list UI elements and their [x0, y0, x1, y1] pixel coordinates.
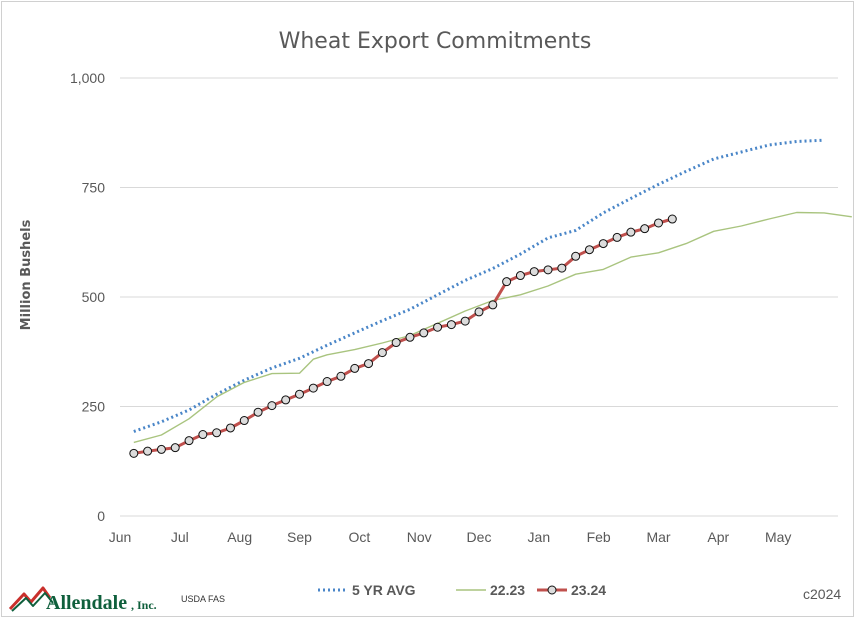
data-point-23-24: [336, 371, 346, 381]
x-tick-label-nov: Nov: [407, 529, 432, 545]
data-point-23-24: [225, 423, 235, 433]
data-point-23-24: [557, 263, 567, 273]
data-point-23-24: [488, 300, 498, 310]
legend-item-5yr-avg[interactable]: 5 YR AVG: [318, 582, 416, 598]
data-point-23-24: [391, 338, 401, 348]
data-point-23-24: [281, 395, 291, 405]
logo-suffix: , Inc.: [131, 598, 157, 612]
data-point-23-24: [156, 444, 166, 454]
data-point-23-24: [446, 320, 456, 330]
y-tick-labels: 0 250 500 750 1,000: [70, 70, 105, 524]
y-tick-label: 500: [82, 289, 106, 305]
data-point-23-24: [502, 277, 512, 287]
x-tick-label-apr: Apr: [707, 529, 729, 545]
data-point-23-24: [460, 316, 470, 326]
data-point-23-24: [129, 448, 139, 458]
chart-title: Wheat Export Commitments: [279, 29, 592, 54]
data-point-23-24: [598, 239, 608, 249]
y-tick-label: 0: [97, 508, 105, 524]
data-point-23-24: [198, 430, 208, 440]
data-point-23-24: [543, 265, 553, 275]
data-point-23-24: [143, 446, 153, 456]
x-tick-label-oct: Oct: [348, 529, 370, 545]
series-line-5-yr-avg: [133, 138, 825, 433]
x-tick-label-dec: Dec: [467, 529, 492, 545]
data-point-23-24: [419, 328, 429, 338]
data-point-23-24: [184, 436, 194, 446]
x-tick-labels: Jun Jul Aug Sep Oct Nov Dec Jan Feb Mar Apr May: [109, 529, 792, 545]
data-point-23-24: [253, 407, 263, 417]
legend-label-23-24: 23.24: [571, 582, 606, 598]
y-axis-label: Million Bushels: [19, 219, 34, 330]
data-point-23-24: [571, 251, 581, 261]
data-point-23-24: [364, 359, 374, 369]
y-tick-label: 1,000: [70, 70, 105, 86]
data-point-23-24: [667, 214, 677, 224]
legend-label-5yr-avg: 5 YR AVG: [352, 582, 416, 598]
data-point-23-24: [433, 322, 443, 332]
data-point-23-24: [612, 232, 622, 242]
x-tick-label-feb: Feb: [587, 529, 611, 545]
x-tick-label-sep: Sep: [287, 529, 312, 545]
data-point-23-24: [529, 267, 539, 277]
legend-label-22-23: 22.23: [490, 582, 525, 598]
data-point-23-24: [474, 307, 484, 317]
y-tick-label: 250: [82, 399, 106, 415]
data-point-23-24: [405, 332, 415, 342]
x-tick-label-jun: Jun: [109, 529, 132, 545]
legend-item-23-24[interactable]: 23.24: [537, 582, 606, 598]
source-label: USDA FAS: [181, 594, 225, 604]
x-tick-label-jan: Jan: [528, 529, 551, 545]
data-point-23-24: [350, 363, 360, 373]
legend-marker-23-24: [547, 585, 557, 595]
data-point-23-24: [322, 377, 332, 387]
x-tick-label-may: May: [765, 529, 791, 545]
y-tick-label: 750: [82, 180, 106, 196]
data-point-23-24: [377, 348, 387, 358]
x-tick-label-jul: Jul: [171, 529, 189, 545]
x-tick-label-mar: Mar: [646, 529, 670, 545]
data-point-23-24: [626, 227, 636, 237]
legend-item-22-23[interactable]: 22.23: [456, 582, 525, 598]
data-point-23-24: [239, 416, 249, 426]
data-point-23-24: [170, 443, 180, 453]
data-point-23-24: [212, 428, 222, 438]
x-tick-label-aug: Aug: [227, 529, 252, 545]
gridlines: [120, 77, 838, 517]
logo-wordmark: Allendale: [46, 592, 127, 614]
data-point-23-24: [515, 271, 525, 281]
data-point-23-24: [640, 224, 650, 234]
data-point-23-24: [267, 401, 277, 411]
series-line-22-23: [133, 211, 852, 444]
allendale-logo: Allendale , Inc.: [8, 586, 157, 614]
legend: 5 YR AVG 22.23 23.24: [318, 582, 606, 598]
series-lines: [129, 138, 852, 458]
data-point-23-24: [584, 245, 594, 255]
logo-mark-icon: [8, 586, 52, 611]
series-line-23-24: [133, 217, 673, 455]
data-point-23-24: [308, 383, 318, 393]
data-point-23-24: [295, 389, 304, 399]
copyright-label: c2024: [803, 586, 841, 602]
logo-swoosh-icon: [11, 592, 54, 612]
data-point-23-24: [654, 218, 663, 228]
